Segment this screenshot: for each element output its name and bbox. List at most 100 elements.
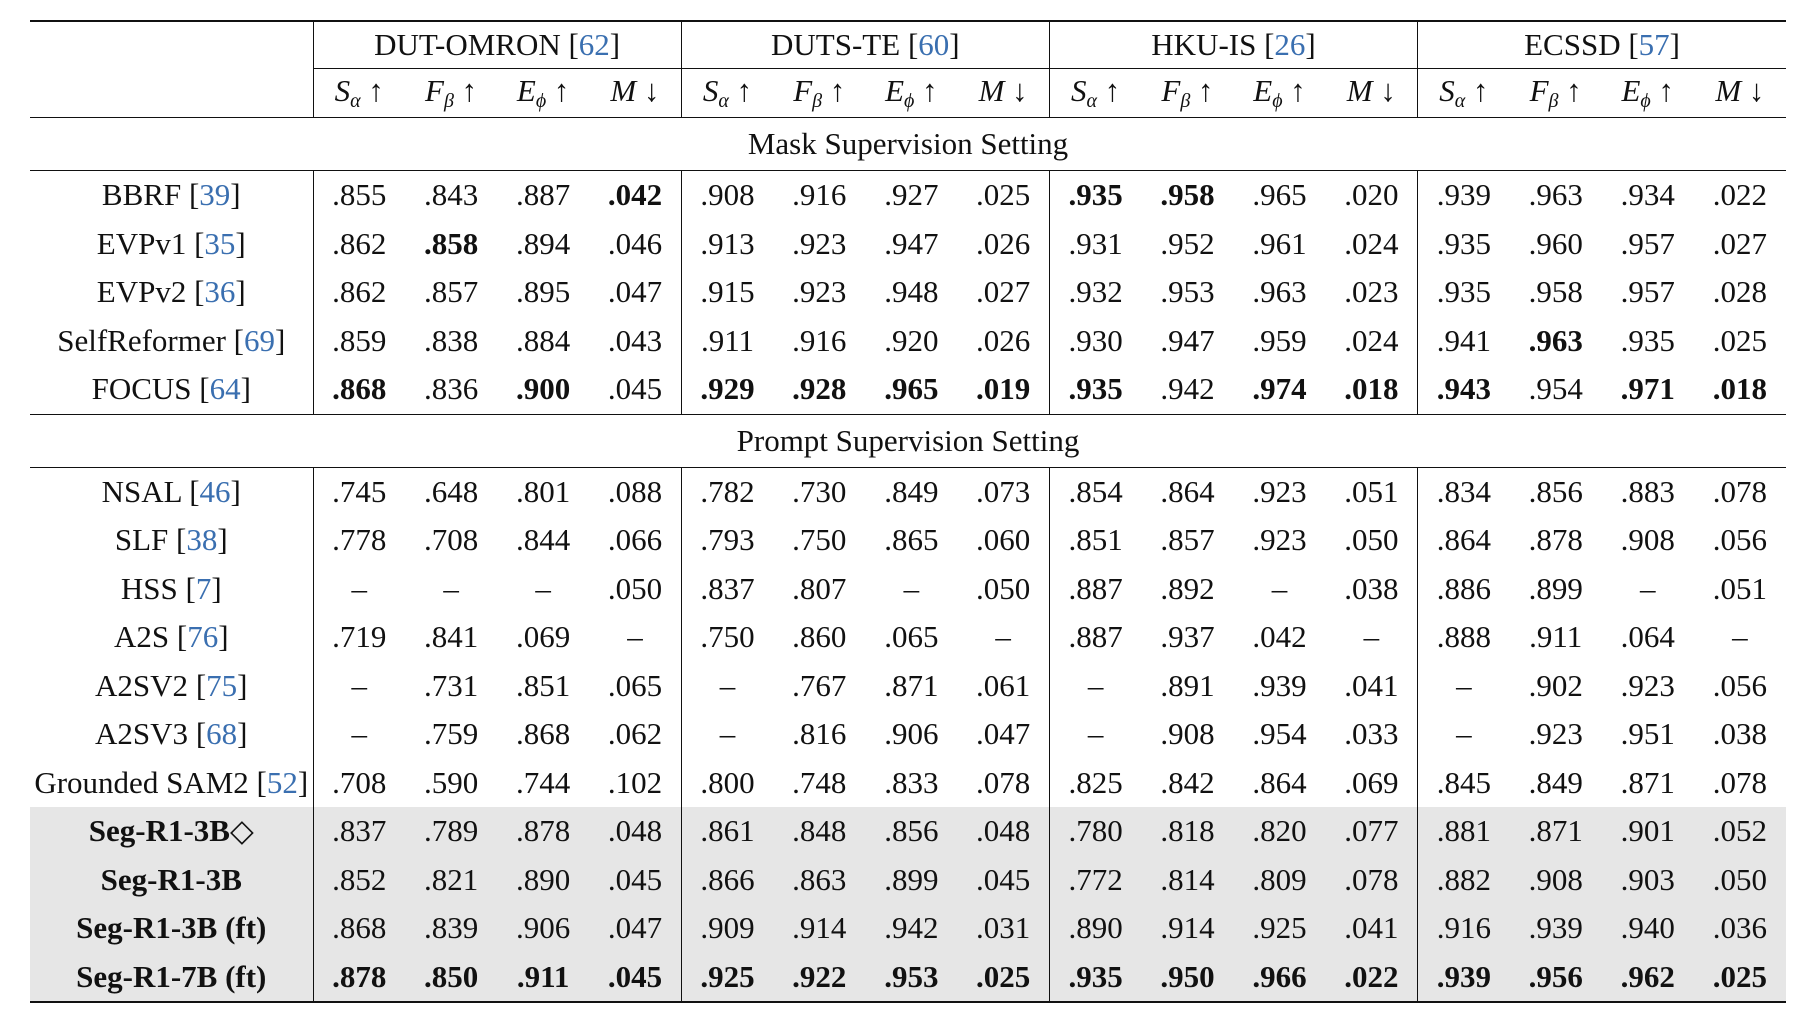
metric-value-cell: .901 xyxy=(1601,807,1694,856)
metric-value-cell: .939 xyxy=(1417,170,1510,220)
metric-value-cell: .868 xyxy=(312,365,406,414)
metric-value-cell: .045 xyxy=(957,855,1050,904)
metric-value-cell: .069 xyxy=(1344,764,1399,800)
metric-value-cell: .862 xyxy=(312,219,406,268)
metric-value-cell: .782 xyxy=(680,467,774,516)
method-name: Seg-R1-7B (ft) xyxy=(76,958,267,994)
method-name: A2S xyxy=(113,619,170,655)
metric-value-cell: .954 xyxy=(1252,716,1307,752)
metric-value-cell: .855 xyxy=(312,170,406,220)
citation-link: 68 xyxy=(206,716,238,752)
metric-arrow: ↑ xyxy=(1198,73,1214,108)
metric-value-cell: .947 xyxy=(884,225,939,261)
dataset-name: HKU-IS xyxy=(1151,27,1257,62)
table-row: HSS [7] – – – .050 .837 .807 – .050 .887 .892 – .038… xyxy=(30,564,1786,613)
metric-value-cell: .928 xyxy=(792,371,847,407)
metric-value-cell: .947 xyxy=(1160,322,1215,358)
metric-value-cell: .882 xyxy=(1417,855,1510,904)
metric-value-cell: .920 xyxy=(884,322,939,358)
table-row: Seg-R1-3B◇ .837.789.878.048.861.848.856.0… xyxy=(30,807,1786,856)
citation-link: 69 xyxy=(244,322,275,358)
metric-value-cell: .878 xyxy=(1528,522,1583,558)
method-name: FOCUS xyxy=(91,371,192,407)
metric-value-cell: .837 xyxy=(312,807,406,856)
dataset-name: ECSSD xyxy=(1524,27,1621,62)
metric-value-cell: .026 xyxy=(976,322,1031,358)
metric-arrow: ↓ xyxy=(1380,73,1396,108)
metric-value-cell: .748 xyxy=(792,764,847,800)
method-name-cell: BBRF [39] xyxy=(101,177,241,213)
metric-value-cell: .951 xyxy=(1620,716,1675,752)
metric-value-cell: .890 xyxy=(1048,904,1142,953)
metric-value-cell: .923 xyxy=(1252,522,1307,558)
method-name: Grounded SAM2 xyxy=(34,764,249,800)
method-name: Seg-R1-3B (ft) xyxy=(76,910,267,946)
metric-symbol: M xyxy=(1346,73,1373,108)
metric-value-cell: .719 xyxy=(312,613,406,662)
metric-value-cell: – xyxy=(443,570,459,606)
metric-value-cell: .088 xyxy=(607,473,663,509)
metric-value-cell: .056 xyxy=(1712,522,1767,558)
metric-header: M ↓ xyxy=(589,68,682,118)
metric-arrow: ↑ xyxy=(1104,73,1121,108)
metric-value-cell: .048 xyxy=(957,807,1050,856)
metric-arrow: ↑ xyxy=(1566,73,1582,108)
method-name-cell: SelfReformer [69] xyxy=(57,322,286,358)
metric-value-cell: .909 xyxy=(680,904,774,953)
metric-header: Fβ ↑ xyxy=(1141,68,1234,118)
metric-value-cell: .974 xyxy=(1252,371,1307,407)
metric-value-cell: .906 xyxy=(497,904,590,953)
metric-subscript: β xyxy=(812,90,823,112)
metric-subscript: ϕ xyxy=(535,90,547,112)
metric-arrow: ↓ xyxy=(643,73,660,108)
metric-value-cell: .025 xyxy=(976,177,1031,213)
metric-value-cell: .064 xyxy=(1620,619,1675,655)
metric-value-cell: .833 xyxy=(884,764,939,800)
metric-value-cell: .069 xyxy=(516,619,571,655)
citation-link: 39 xyxy=(199,177,231,213)
metric-value-cell: .887 xyxy=(1048,613,1142,662)
table-row: Grounded SAM2 [52] .708 .590 .744 .102 .800 .7… xyxy=(30,758,1786,807)
metric-value-cell: .959 xyxy=(1252,322,1307,358)
metric-value-cell: .883 xyxy=(1620,473,1675,509)
metric-symbol: S xyxy=(1071,73,1087,108)
metric-value-cell: .019 xyxy=(976,371,1031,407)
metric-value-cell: .943 xyxy=(1417,365,1510,414)
metric-value-cell: .028 xyxy=(1712,274,1767,310)
metric-value-cell: .050 xyxy=(1693,855,1786,904)
metric-arrow: ↑ xyxy=(368,73,384,108)
citation-link: 35 xyxy=(204,225,236,261)
metric-value-cell: .041 xyxy=(1325,904,1418,953)
metric-value-cell: .047 xyxy=(589,904,682,953)
metric-value-cell: – xyxy=(535,570,551,606)
metric-value-cell: .850 xyxy=(405,952,498,1003)
metric-value-cell: .730 xyxy=(792,473,847,509)
method-name: Seg-R1-3B◇ xyxy=(88,813,254,849)
method-name: NSAL xyxy=(101,473,182,509)
metric-value-cell: .878 xyxy=(497,807,590,856)
metric-value-cell: .041 xyxy=(1344,667,1399,703)
metric-value-cell: .045 xyxy=(607,371,663,407)
metric-value-cell: .939 xyxy=(1417,952,1510,1003)
metric-header: M ↓ xyxy=(1693,68,1786,118)
metric-value-cell: .852 xyxy=(312,855,406,904)
method-name: A2SV3 xyxy=(95,716,189,752)
citation-link: 7 xyxy=(195,570,212,606)
table-row: SelfReformer [69] .859 .838 .884 .043 .911 .91… xyxy=(30,316,1786,365)
metric-value-cell: .916 xyxy=(792,322,847,358)
citation-link: 57 xyxy=(1638,27,1670,62)
citation-link: 62 xyxy=(578,27,610,62)
metric-value-cell: .935 xyxy=(1048,170,1142,220)
metric-value-cell: .050 xyxy=(976,570,1031,606)
method-name: Seg-R1-3B xyxy=(100,861,242,897)
metric-value-cell: .953 xyxy=(865,952,958,1003)
metric-symbol: E xyxy=(885,73,904,108)
metric-value-cell: .708 xyxy=(312,758,406,807)
metric-value-cell: .814 xyxy=(1141,855,1234,904)
metric-header: Sα ↑ xyxy=(1417,68,1510,118)
metric-value-cell: .864 xyxy=(1417,516,1510,565)
metric-value-cell: .836 xyxy=(423,371,479,407)
metric-value-cell: .878 xyxy=(312,952,406,1003)
metric-symbol: S xyxy=(702,73,719,108)
citation-link: 46 xyxy=(199,473,231,509)
